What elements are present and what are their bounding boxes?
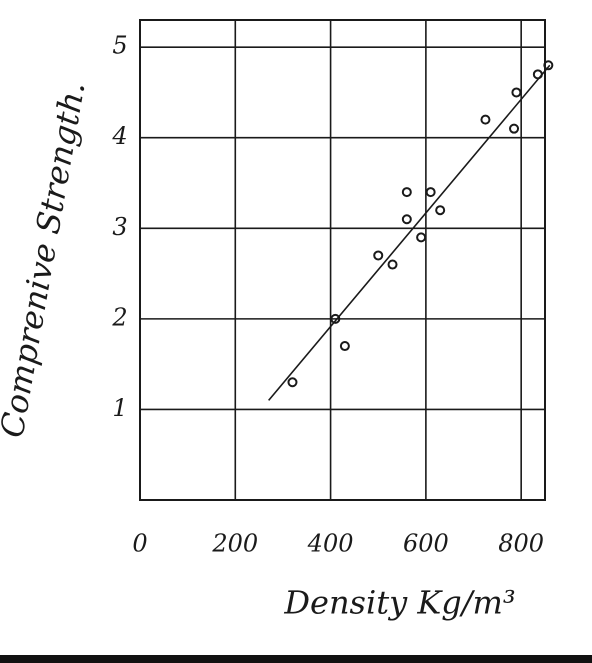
data-point — [373, 250, 384, 261]
data-point — [532, 69, 543, 80]
fit-line — [268, 64, 551, 401]
x-tick-label: 0 — [132, 530, 147, 558]
data-point — [543, 60, 554, 71]
data-point — [509, 123, 520, 134]
x-tick-label: 200 — [211, 530, 258, 558]
y-tick-label: 1 — [112, 394, 127, 422]
data-point — [480, 114, 491, 125]
x-tick-label: 400 — [307, 530, 354, 558]
data-point — [511, 87, 522, 98]
y-tick-label: 4 — [111, 122, 127, 150]
data-point — [401, 214, 412, 225]
data-point — [287, 377, 298, 388]
data-point — [425, 187, 436, 198]
data-point — [435, 205, 446, 216]
y-tick-label: 5 — [112, 32, 127, 60]
bottom-edge — [0, 655, 592, 663]
y-tick-label: 2 — [111, 303, 127, 331]
x-axis-title: Density Kg/m³ — [283, 584, 515, 622]
data-point — [330, 313, 341, 324]
x-tick-label: 800 — [498, 530, 544, 558]
data-point — [401, 187, 412, 198]
y-tick-label: 3 — [112, 213, 127, 241]
data-point — [387, 259, 398, 270]
x-tick-label: 600 — [403, 530, 449, 558]
data-point — [416, 232, 427, 243]
data-point — [339, 341, 350, 352]
